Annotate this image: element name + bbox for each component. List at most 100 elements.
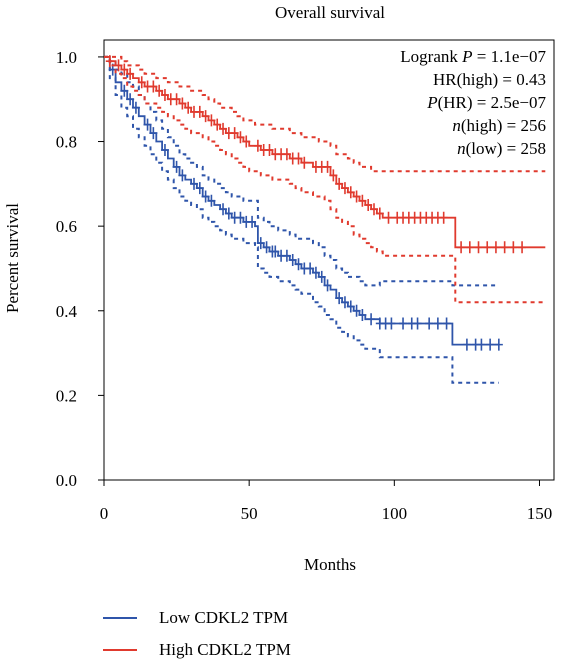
censor-mark-high-18 <box>219 122 228 135</box>
x-tick-label-2: 100 <box>382 504 408 523</box>
censor-mark-high-59 <box>500 241 509 254</box>
chart-title: Overall survival <box>275 3 385 22</box>
x-tick-label-1: 50 <box>241 504 258 523</box>
censor-mark-high-55 <box>465 241 474 254</box>
censor-mark-high-35 <box>329 169 338 182</box>
y-tick-label-1: 0.2 <box>56 386 77 405</box>
censor-mark-low-22 <box>271 245 280 258</box>
x-tick-labels: 0 50 100 150 <box>100 504 552 523</box>
censor-mark-low-5 <box>149 127 158 140</box>
censor-mark-high-34 <box>323 160 332 173</box>
censor-mark-low-7 <box>172 160 181 173</box>
x-tick-label-0: 0 <box>100 504 109 523</box>
censor-mark-high-3 <box>126 67 135 80</box>
x-axis-label: Months <box>304 555 356 574</box>
censor-mark-high-1 <box>114 59 123 72</box>
censor-mark-low-13 <box>219 203 228 216</box>
y-tick-labels: 0.0 0.2 0.4 0.6 0.8 1.0 <box>56 48 78 490</box>
censor-mark-low-4 <box>143 118 152 131</box>
censor-mark-high-17 <box>213 118 222 131</box>
censor-mark-low-1 <box>120 84 129 97</box>
censor-mark-high-37 <box>340 182 349 195</box>
censor-mark-high-61 <box>518 241 527 254</box>
censor-mark-low-8 <box>178 169 187 182</box>
censor-mark-low-36 <box>358 309 367 321</box>
censor-mark-high-14 <box>195 105 204 118</box>
censor-mark-low-24 <box>282 249 291 262</box>
censor-mark-high-30 <box>294 152 303 165</box>
p-hr-stat: P(HR) = 2.5e−07 <box>426 93 546 112</box>
censor-mark-high-39 <box>352 190 361 203</box>
axis-ticks <box>98 56 540 486</box>
censor-mark-low-18 <box>248 215 257 228</box>
censor-mark-low-33 <box>340 296 349 309</box>
censor-mark-low-41 <box>399 317 408 330</box>
y-tick-label-0: 0.0 <box>56 471 77 490</box>
censor-mark-low-9 <box>190 177 198 190</box>
censor-mark-low-2 <box>126 93 135 106</box>
censor-mark-high-58 <box>491 241 500 254</box>
censor-mark-high-54 <box>457 241 466 254</box>
censor-mark-low-34 <box>346 300 355 313</box>
plot-frame <box>103 39 555 481</box>
censor-mark-high-42 <box>370 203 378 216</box>
censor-mark-low-30 <box>317 270 326 283</box>
censor-mark-low-14 <box>224 207 233 220</box>
n-low-stat: n(low) = 258 <box>457 139 546 158</box>
censor-mark-low-12 <box>207 194 216 207</box>
series-high-ci-lower <box>104 55 546 304</box>
censor-mark-low-25 <box>288 254 297 266</box>
censor-mark-high-53 <box>439 211 448 224</box>
censor-mark-low-20 <box>262 241 271 254</box>
censor-mark-low-43 <box>413 317 422 330</box>
legend-label-high: High CDKL2 TPM <box>159 640 291 659</box>
legend-swatch-low <box>103 617 137 619</box>
censor-mark-low-40 <box>387 317 396 330</box>
survival-chart: Overall survival 0.0 0.2 0.4 0.6 0.8 1.0 0 50 1… <box>3 3 555 574</box>
y-tick-label-3: 0.6 <box>56 217 77 236</box>
hr-stat: HR(high) = 0.43 <box>433 70 546 89</box>
censor-mark-high-56 <box>474 241 483 254</box>
legend-label-low: Low CDKL2 TPM <box>159 608 289 627</box>
series-high <box>104 55 546 304</box>
censor-mark-high-25 <box>265 144 274 156</box>
legend-item-high: High CDKL2 TPM <box>103 640 291 660</box>
y-axis-label: Percent survival <box>3 203 22 313</box>
legend-swatch-high <box>103 649 137 651</box>
y-tick-label-5: 1.0 <box>56 48 77 67</box>
censor-mark-high-31 <box>300 156 309 169</box>
censor-mark-low-37 <box>367 313 376 326</box>
censor-mark-high-2 <box>120 63 129 76</box>
censor-mark-low-45 <box>433 317 442 330</box>
y-tick-label-2: 0.4 <box>56 302 78 321</box>
series-low <box>104 55 503 384</box>
censor-mark-low-3 <box>131 101 140 114</box>
censor-mark-high-15 <box>201 110 210 123</box>
censor-mark-high-23 <box>253 139 262 152</box>
censor-mark-low-16 <box>236 211 245 224</box>
censor-mark-high-57 <box>483 241 492 254</box>
censor-mark-low-50 <box>486 338 495 351</box>
censor-mark-high-22 <box>242 135 251 148</box>
censor-mark-high-16 <box>207 114 216 127</box>
censor-mark-low-10 <box>195 182 204 195</box>
y-tick-label-4: 0.8 <box>56 133 77 152</box>
censor-mark-low-28 <box>306 262 315 275</box>
censor-mark-low-44 <box>425 317 434 330</box>
censor-mark-high-41 <box>364 199 373 211</box>
n-high-stat: n(high) = 256 <box>452 116 546 135</box>
censor-mark-high-21 <box>236 131 245 144</box>
censor-mark-low-31 <box>323 279 332 292</box>
stats-annotation: Logrank P = 1.1e−07 HR(high) = 0.43 P(HR… <box>400 47 546 158</box>
censor-mark-low-49 <box>477 338 486 351</box>
censor-mark-high-4 <box>137 76 146 89</box>
censor-mark-low-35 <box>352 304 361 317</box>
censor-mark-high-36 <box>335 177 344 190</box>
censor-mark-high-0 <box>105 55 114 68</box>
censor-mark-high-60 <box>509 241 518 254</box>
censor-mark-high-8 <box>160 89 169 101</box>
censor-mark-low-11 <box>201 190 210 203</box>
censor-mark-high-6 <box>149 80 158 93</box>
series-low-ci-lower <box>104 55 499 384</box>
censor-mark-high-28 <box>282 148 291 161</box>
